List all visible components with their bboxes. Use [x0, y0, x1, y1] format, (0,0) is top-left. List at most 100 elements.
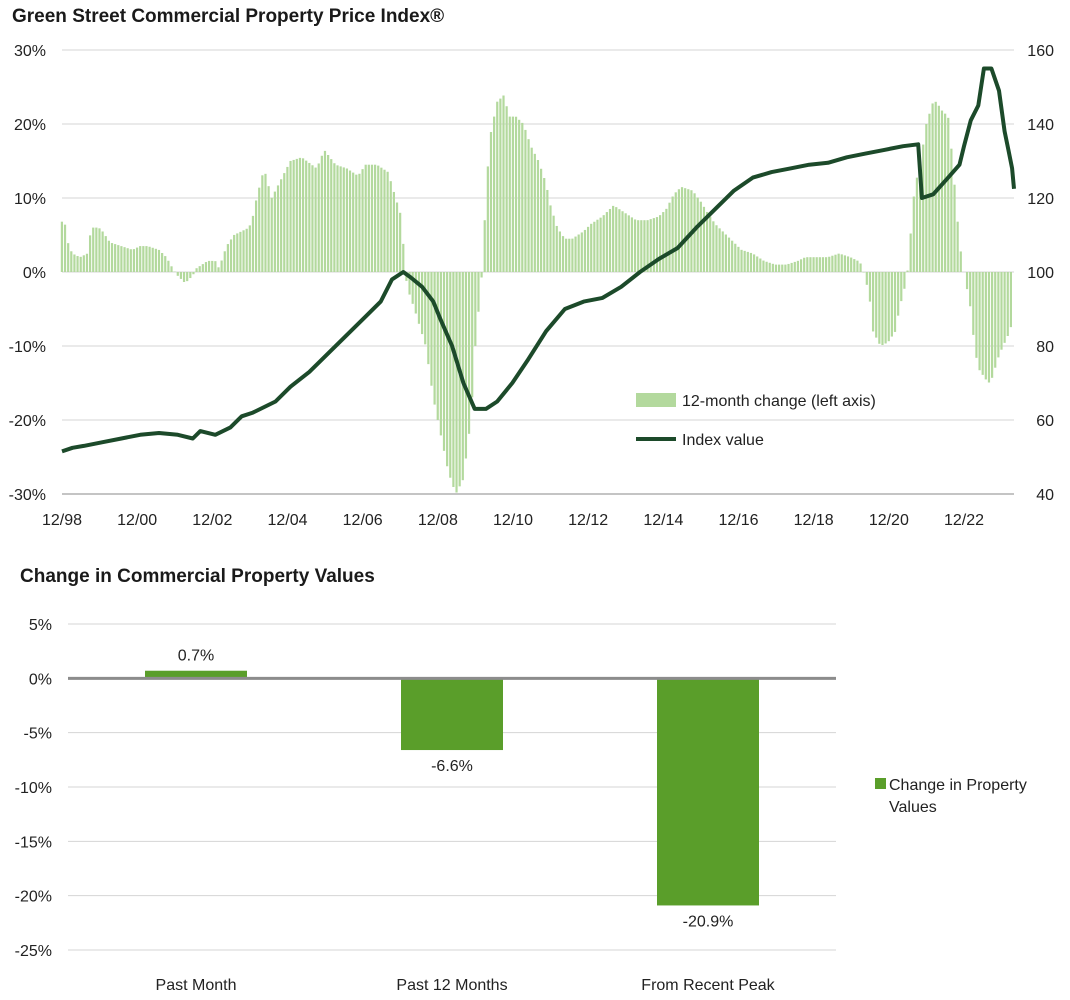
change-bar — [652, 218, 655, 272]
change-bar — [427, 272, 430, 365]
change-bar — [129, 249, 132, 272]
change-bar — [549, 205, 552, 272]
change-bar — [605, 212, 608, 272]
change-bar — [389, 181, 392, 272]
change-bar — [571, 238, 574, 272]
change-bar — [283, 173, 286, 272]
change-bar — [85, 253, 89, 272]
change-bar — [577, 234, 580, 272]
legend-label: Change in Property — [889, 777, 1027, 794]
change-bar — [612, 205, 615, 272]
change-bar — [167, 260, 170, 272]
x-tick-label: 12/18 — [794, 512, 834, 529]
change-bar — [815, 257, 818, 272]
change-bar — [618, 209, 621, 272]
change-bar — [972, 272, 975, 335]
change-bar — [521, 122, 524, 272]
change-bar — [267, 186, 270, 272]
change-bar — [705, 211, 709, 272]
change-bar — [496, 101, 499, 272]
change-bar — [806, 257, 809, 272]
change-bar — [327, 154, 330, 272]
change-bar — [771, 263, 774, 272]
chart-2-title: Change in Commercial Property Values — [20, 566, 375, 587]
x-tick-label: 12/98 — [42, 512, 82, 529]
change-bar — [856, 260, 859, 272]
change-bar — [502, 95, 505, 272]
change-bar — [489, 132, 493, 272]
change-bar — [843, 255, 846, 272]
change-bar — [624, 213, 627, 272]
change-bar — [314, 167, 317, 272]
change-bar — [358, 173, 361, 272]
change-bar — [799, 259, 803, 272]
change-bar — [674, 192, 677, 272]
change-bar — [812, 257, 815, 272]
change-bar — [114, 244, 117, 272]
change-bar — [1009, 272, 1012, 328]
change-bar — [803, 257, 806, 272]
change-bar — [370, 164, 374, 272]
change-bar — [402, 243, 405, 272]
change-bar — [477, 272, 480, 312]
change-bar — [132, 249, 136, 272]
change-bar — [724, 234, 727, 272]
x-tick-label: 12/16 — [718, 512, 758, 529]
y-right-tick-label: 40 — [1036, 487, 1054, 504]
change-bar — [305, 160, 308, 272]
change-bar — [987, 272, 991, 383]
y-left-tick-label: 10% — [14, 191, 46, 208]
change-bar — [345, 168, 349, 272]
change-bar — [276, 185, 280, 272]
change-bar — [483, 220, 486, 272]
change-bar — [580, 232, 583, 272]
x-tick-label: 12/22 — [944, 512, 984, 529]
change-bar — [731, 240, 734, 272]
x-tick-label: 12/04 — [267, 512, 307, 529]
x-tick-label: 12/14 — [643, 512, 683, 529]
change-bar — [909, 233, 912, 272]
change-bar — [931, 103, 934, 272]
change-bar — [934, 101, 937, 272]
change-bar — [637, 220, 640, 272]
property-values-chart: 5% 0% -5% -10% -15% -20% -25% 0.7% Past Month -6.… — [15, 617, 1027, 994]
change-bar — [837, 253, 840, 272]
change-bar — [846, 256, 850, 272]
change-bar — [762, 260, 765, 272]
change-bar — [464, 272, 468, 459]
change-bar — [546, 189, 549, 272]
change-bar — [599, 217, 602, 272]
change-bar — [364, 164, 367, 272]
change-bar — [940, 110, 944, 272]
change-bar — [850, 257, 853, 272]
change-bar — [317, 163, 320, 272]
change-bar — [828, 256, 831, 272]
change-bar — [480, 272, 483, 278]
change-bar — [311, 165, 314, 272]
change-bar — [965, 272, 969, 290]
change-bar — [555, 225, 558, 272]
change-bar — [511, 116, 515, 272]
legend-label-index: Index value — [682, 432, 764, 449]
x-tick-label: 12/08 — [418, 512, 458, 529]
change-bar — [583, 229, 587, 272]
y-right-tick-label: 60 — [1036, 413, 1054, 430]
change-bar — [201, 264, 204, 272]
change-bar — [859, 263, 862, 272]
change-bar — [790, 262, 793, 272]
change-bar — [395, 202, 399, 272]
change-bar — [386, 171, 389, 272]
price-index-chart: 30% 20% 10% 0% -10% -20% -30% 160 140 120 100 80 60 4… — [9, 43, 1054, 529]
change-bar — [471, 272, 474, 398]
change-bar — [912, 196, 915, 272]
change-bar — [214, 261, 217, 272]
change-bar — [712, 221, 715, 272]
change-bar — [176, 272, 179, 276]
change-bar — [696, 197, 699, 272]
change-bar — [825, 257, 828, 272]
change-bar — [574, 236, 577, 272]
category-label: Past 12 Months — [396, 977, 507, 994]
change-bar — [79, 256, 82, 272]
change-bar — [342, 167, 345, 272]
y-right-tick-label: 80 — [1036, 339, 1054, 356]
